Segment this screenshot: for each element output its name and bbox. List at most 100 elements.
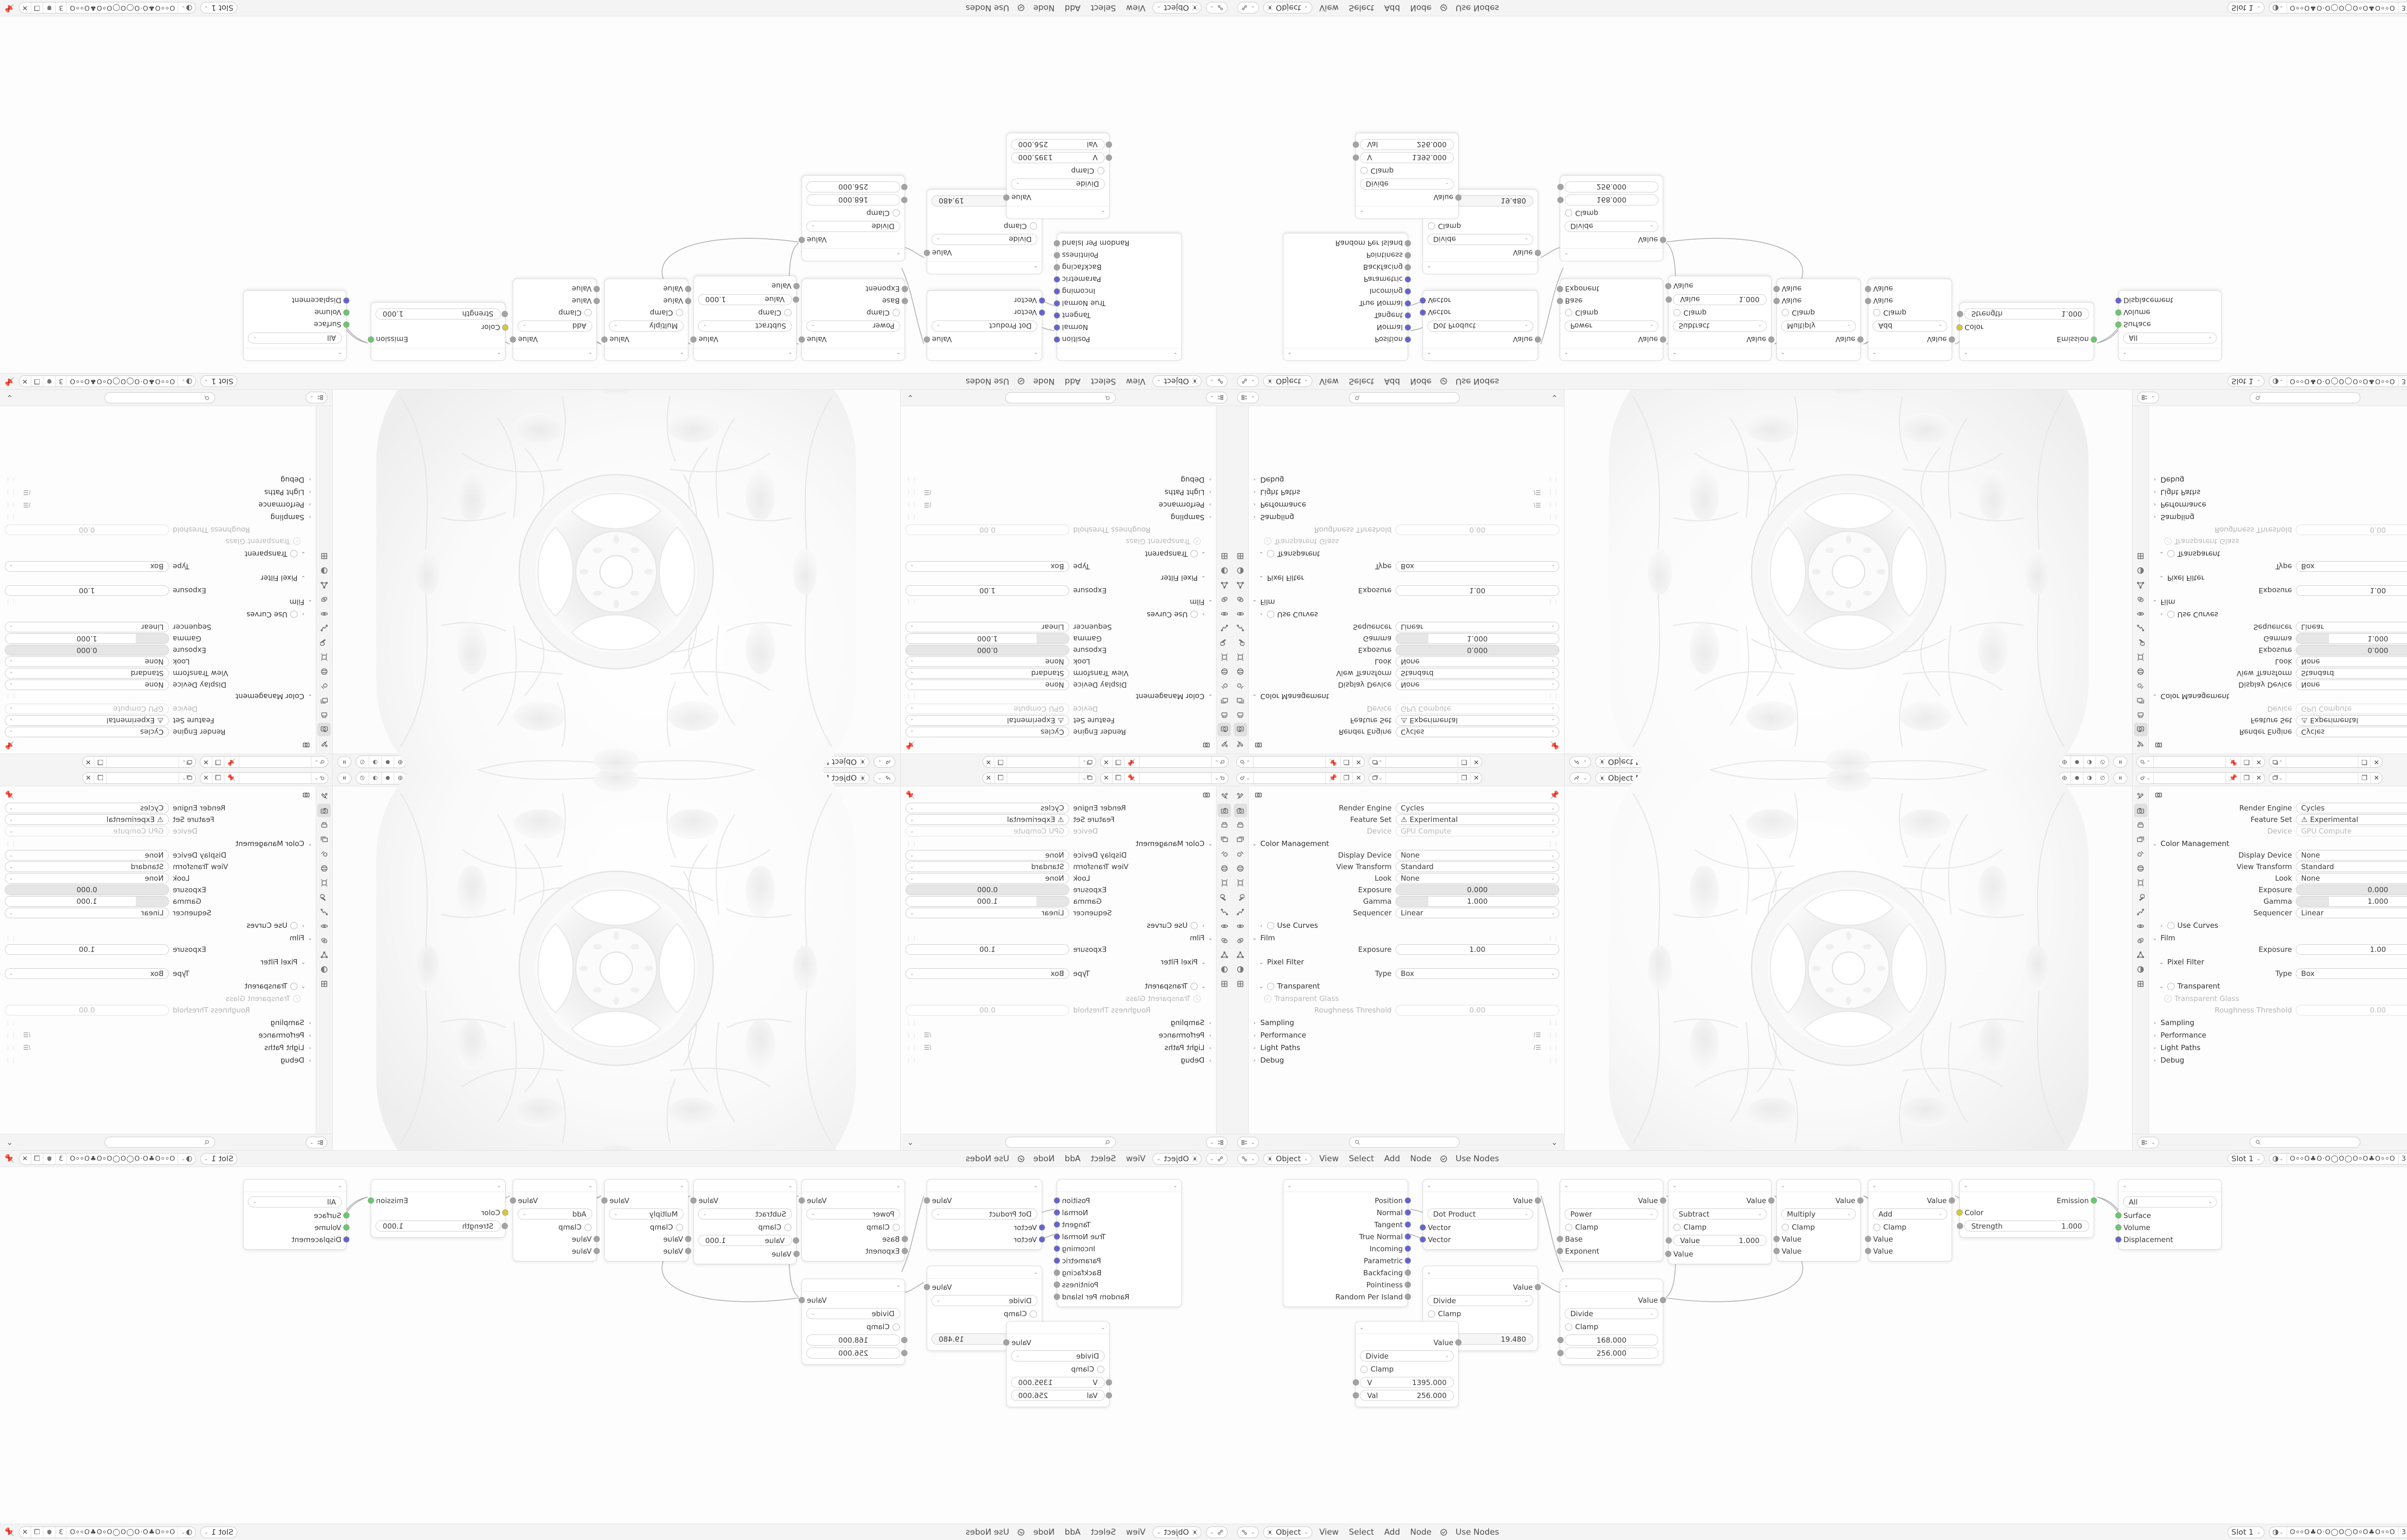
unlink-icon[interactable]: ✕ xyxy=(1473,758,1479,766)
physics-tab[interactable] xyxy=(318,607,331,621)
constraints-tab[interactable] xyxy=(2134,593,2148,606)
material-name-field[interactable]: O⸰⸰O♣O·O◯O◯O⸰O♣O⸰⸰O xyxy=(66,1153,178,1164)
sampling-section[interactable]: ›Sampling ⋮⋮ xyxy=(2153,513,2195,522)
node-math-multiply[interactable]: ⌄ Value Multiply ⌄ Clamp Value Value xyxy=(601,1179,691,1261)
light-paths-section[interactable]: › Light Paths ⁞☰ ⋮⋮ xyxy=(901,1041,1216,1053)
pause-render-button[interactable] xyxy=(2113,772,2127,784)
pixel-filter-section[interactable]: ⌄ Pixel Filter xyxy=(901,572,1216,585)
menu-add[interactable]: Add xyxy=(1064,376,1081,386)
modifier-tab[interactable] xyxy=(1218,890,1231,904)
transparent-toggle[interactable] xyxy=(1267,982,1274,990)
strength-field[interactable]: Strength 1.000 xyxy=(1957,308,2089,320)
object-tab[interactable] xyxy=(1218,651,1231,664)
render-tab[interactable] xyxy=(1233,804,1247,817)
operation-dropdown[interactable]: Divide ⌄ xyxy=(806,1308,900,1319)
node-header[interactable]: ⌄ xyxy=(1283,348,1408,360)
unlink-icon[interactable]: ✕ xyxy=(2373,758,2380,766)
pin-icon[interactable]: 📌 xyxy=(2226,757,2241,768)
pin-icon[interactable]: 📌 xyxy=(224,772,239,783)
world-tab[interactable] xyxy=(318,861,331,875)
color-management-section[interactable]: ⌄ Color Management ⋮⋮ xyxy=(1249,837,1564,849)
render-engine-dropdown[interactable]: Cycles⌄ xyxy=(5,803,169,813)
clamp-checkbox-row[interactable]: Clamp xyxy=(1560,307,1663,319)
node-material-output[interactable]: ⌄ All ⌄ Surface Volume Displacement xyxy=(2115,1179,2222,1250)
node-header[interactable]: ⌄ xyxy=(1560,248,1663,261)
operation-dropdown[interactable]: Dot Product ⌄ xyxy=(932,1208,1037,1219)
clamp-toggle[interactable] xyxy=(1565,209,1572,217)
use-curves-section[interactable]: › Use Curves xyxy=(901,919,1216,931)
view-layer-id-block[interactable]: ⌄ ❐ ✕ xyxy=(1368,772,1483,784)
material-slot-dropdown[interactable]: Slot 1 ⌄ xyxy=(200,375,237,387)
render-tab[interactable] xyxy=(1217,723,1231,736)
node-header[interactable]: ⌄ xyxy=(1560,348,1663,360)
performance-section[interactable]: › Performance ⁞☰ ⋮⋮ xyxy=(1249,1028,1564,1041)
modifier-tab[interactable] xyxy=(1218,636,1231,650)
node-vector-math-dot-product[interactable]: ⌄ Value Dot Product ⌄ Vector Vector xyxy=(1420,290,1541,361)
pin-icon[interactable]: 📌 xyxy=(4,1154,15,1164)
node-math-power[interactable]: ⌄ Value Power ⌄ Clamp Base Exponent xyxy=(799,1179,908,1261)
transparent-section[interactable]: ⌄ Transparent xyxy=(1249,548,1564,561)
texture-tab[interactable] xyxy=(2134,550,2148,563)
material-slot-dropdown[interactable]: Slot 1 ⌄ xyxy=(2227,1153,2265,1165)
node-math-divide-168-256[interactable]: ⌄ Value Divide ⌄ Clamp 168.000 256.000 xyxy=(799,175,907,261)
view-layer-id-block[interactable]: ⌄ ❐ ✕ xyxy=(82,772,196,784)
unlink-icon[interactable]: ✕ xyxy=(2256,758,2262,766)
view-layer-name-field[interactable] xyxy=(106,757,179,768)
object-tab[interactable] xyxy=(1234,876,1247,889)
node-header[interactable]: ⌄ xyxy=(1057,1180,1181,1192)
material-preview-icon[interactable] xyxy=(369,756,381,768)
duplicate-icon[interactable]: ❐ xyxy=(211,757,224,768)
clamp-toggle[interactable] xyxy=(1360,1365,1368,1373)
look-dropdown[interactable]: None⌄ xyxy=(2296,656,2407,667)
node-header[interactable]: ⌄ xyxy=(927,1266,1042,1279)
unlink-icon[interactable]: ✕ xyxy=(1356,774,1361,782)
node-header[interactable]: ⌄ xyxy=(1777,1180,1860,1192)
tool-tab[interactable] xyxy=(2134,789,2148,803)
clamp-toggle[interactable] xyxy=(784,1223,791,1231)
performance-section[interactable]: › Performance ⁞☰ ⋮⋮ xyxy=(901,499,1216,512)
material-name-field[interactable]: O⸰⸰O♣O·O◯O◯O⸰O♣O⸰⸰O xyxy=(66,376,178,387)
shader-type-dropdown[interactable]: Object ⌄ xyxy=(1152,2,1202,14)
duplicate-icon[interactable]: ❐ xyxy=(211,772,224,783)
operation-dropdown[interactable]: Divide ⌄ xyxy=(1360,179,1454,190)
node-header[interactable]: ⌄ xyxy=(1356,1322,1458,1334)
node-math-divide-1395[interactable]: ⌄ Value Divide ⌄ Clamp V 1395.000 Val xyxy=(1003,133,1112,219)
node-vector-math-dot-product[interactable]: ⌄ Value Dot Product ⌄ Vector Vector xyxy=(1420,1179,1541,1250)
node-math-multiply[interactable]: ⌄ Value Multiply ⌄ Clamp Value Value xyxy=(1773,1179,1863,1261)
value-field[interactable]: 256.000 xyxy=(1557,181,1658,192)
node-canvas[interactable]: O⸰⸰O♣O·O◯O◯O·O♣O⸰⸰O xyxy=(0,16,1232,373)
view-transform-dropdown[interactable]: Standard⌄ xyxy=(5,668,169,679)
fake-user-icon[interactable] xyxy=(43,1527,56,1538)
node-header[interactable]: ⌄ xyxy=(1423,1180,1538,1192)
transparent-toggle[interactable] xyxy=(1191,982,1198,990)
look-dropdown[interactable]: None⌄ xyxy=(2296,873,2407,884)
unlink-icon[interactable]: ✕ xyxy=(985,774,992,782)
unlink-icon[interactable]: ✕ xyxy=(1103,758,1109,766)
node-math-subtract[interactable]: ⌄ Value Subtract ⌄ Clamp Value 1.000 Valu… xyxy=(1665,276,1774,361)
chevron-down-icon[interactable]: ⌄ xyxy=(907,1138,914,1147)
strength-field[interactable]: Strength 1.000 xyxy=(375,308,508,320)
clamp-checkbox-row[interactable]: Clamp xyxy=(802,1221,905,1233)
material-users-count[interactable]: 3 xyxy=(55,1527,66,1538)
data-tab[interactable] xyxy=(1234,578,1247,592)
display-device-dropdown[interactable]: None⌄ xyxy=(2296,850,2407,860)
debug-section[interactable]: › Debug ⋮⋮ xyxy=(901,474,1216,487)
use-nodes-label[interactable]: Use Nodes xyxy=(1455,1154,1500,1164)
duplicate-icon[interactable]: ❐ xyxy=(30,376,43,387)
editor-type-button[interactable]: ⌄ xyxy=(1205,1526,1228,1538)
scene-id-block[interactable]: ⌄ 📌 ❐ ✕ xyxy=(1236,756,1365,768)
pin-icon[interactable]: 📌 xyxy=(1550,790,1559,799)
editor-type-button[interactable]: ⌄ xyxy=(1237,375,1259,387)
pin-icon[interactable]: 📌 xyxy=(1124,772,1139,783)
duplicate-icon[interactable]: ❐ xyxy=(2240,757,2253,768)
feature-set-dropdown[interactable]: ⚠ Experimental ⌄ xyxy=(1395,814,1559,825)
operation-dropdown[interactable]: Dot Product ⌄ xyxy=(932,321,1037,332)
look-dropdown[interactable]: None ⌄ xyxy=(906,873,1070,884)
render-engine-dropdown[interactable]: Cycles ⌄ xyxy=(1395,803,1559,813)
fractal-mesh-object[interactable] xyxy=(347,770,886,1150)
clamp-toggle[interactable] xyxy=(1873,1223,1880,1231)
transparent-toggle[interactable] xyxy=(1191,550,1198,558)
physics-tab[interactable] xyxy=(1218,607,1231,621)
sequencer-dropdown[interactable]: Linear ⌄ xyxy=(906,908,1070,918)
node-header[interactable]: ⌄ xyxy=(2119,1180,2221,1192)
